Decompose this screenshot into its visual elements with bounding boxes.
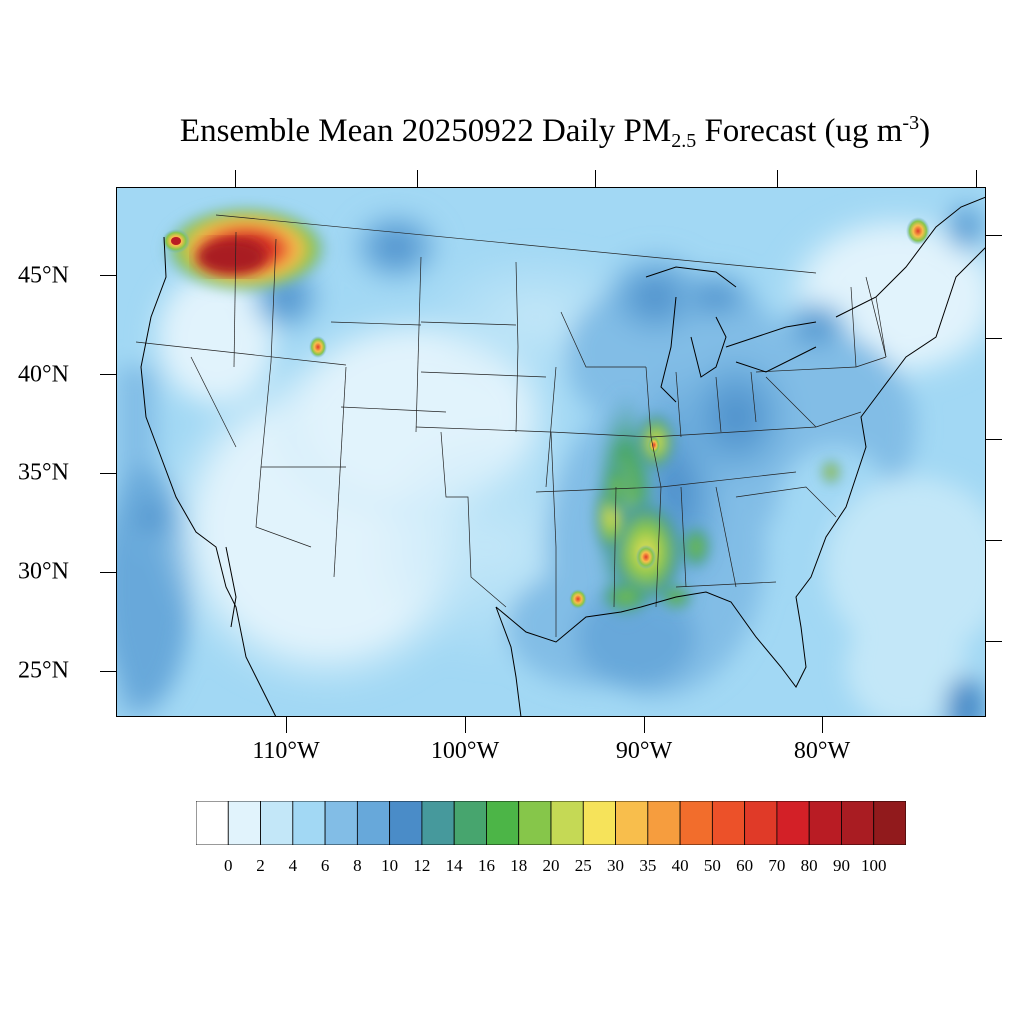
colorbar-swatch	[260, 801, 294, 845]
state-boundaries	[135, 214, 887, 637]
colorbar-tick-label: 70	[768, 856, 786, 875]
colorbar-tick-label: 12	[413, 856, 431, 875]
colorbar-tick-label: 30	[607, 856, 625, 875]
lon-label-100w: 100°W	[430, 738, 500, 764]
lon-label-110w: 110°W	[252, 738, 320, 764]
lat-label-45: 45°N	[18, 262, 69, 289]
colorbar-tick-label: 40	[671, 856, 689, 875]
colorbar-tick-label: 35	[639, 856, 657, 875]
colorbar-tick-label: 25	[574, 856, 592, 875]
colorbar-swatch	[486, 801, 520, 845]
colorbar-swatch	[808, 801, 842, 845]
colorbar-tick-label: 50	[703, 856, 721, 875]
colorbar-tick-label: 2	[256, 856, 265, 875]
lat-label-30: 30°N	[18, 558, 69, 585]
lat-label-25: 25°N	[18, 657, 69, 684]
colorbar-swatch	[647, 801, 681, 845]
colorbar-tick-label: 60	[736, 856, 754, 875]
colorbar-tick-label: 6	[320, 856, 330, 875]
wildfire-smoke	[161, 204, 930, 609]
colorbar-swatch	[292, 801, 326, 845]
colorbar-swatch	[550, 801, 584, 845]
colorbar-tick-label: 18	[510, 856, 528, 875]
colorbar	[196, 801, 906, 845]
coastlines	[140, 196, 986, 717]
colorbar-swatch	[679, 801, 713, 845]
colorbar-tick-label: 80	[800, 856, 818, 875]
colorbar-tick-label: 14	[445, 856, 463, 875]
colorbar-tick-label: 90	[832, 856, 850, 875]
colorbar-swatch	[873, 801, 906, 845]
colorbar-swatch	[227, 801, 261, 845]
map-title: Ensemble Mean 20250922 Daily PM2.5 Forec…	[179, 112, 931, 152]
colorbar-swatch	[615, 801, 649, 845]
colorbar-swatch	[196, 801, 229, 845]
colorbar-tick-label: 0	[224, 856, 233, 875]
colorbar-swatch	[776, 801, 810, 845]
colorbar-tick-label: 16	[477, 856, 495, 875]
lon-label-80w: 80°W	[793, 738, 851, 764]
colorbar-tick-label: 4	[288, 856, 298, 875]
lat-label-35: 35°N	[18, 459, 69, 486]
colorbar-tick-label: 10	[381, 856, 399, 875]
colorbar-tick-label: 8	[353, 856, 362, 875]
colorbar-swatch	[582, 801, 616, 845]
colorbar-swatch	[356, 801, 391, 845]
colorbar-swatch	[841, 801, 875, 845]
colorbar-swatch	[421, 801, 455, 845]
pm25-map	[116, 187, 986, 717]
lat-label-40: 40°N	[18, 361, 69, 388]
colorbar-tick-label: 20	[542, 856, 560, 875]
colorbar-swatch	[518, 801, 552, 845]
colorbar-swatch	[324, 801, 358, 845]
colorbar-swatch	[711, 801, 746, 845]
colorbar-swatch	[389, 801, 423, 845]
colorbar-swatch	[453, 801, 487, 845]
colorbar-swatch	[744, 801, 778, 845]
lon-label-90w: 90°W	[615, 738, 673, 764]
colorbar-tick-label: 100	[860, 856, 887, 875]
